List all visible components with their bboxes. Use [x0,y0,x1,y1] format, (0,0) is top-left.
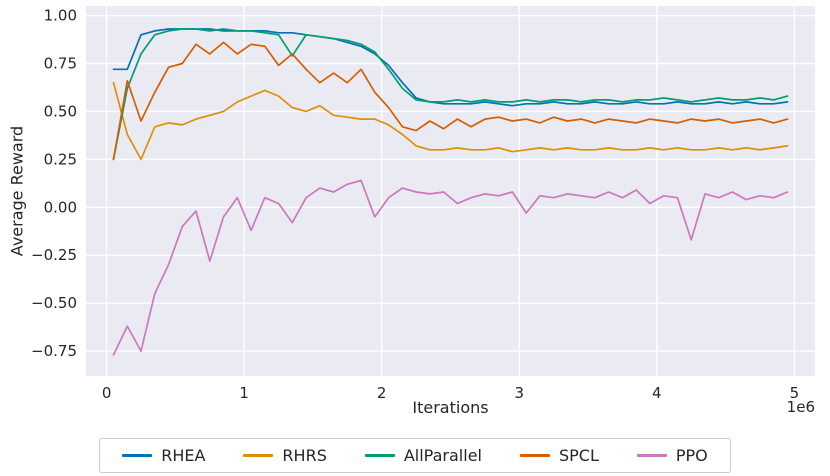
y-tick-label: −0.25 [31,246,77,264]
legend-item-spcl: SPCL [519,446,599,465]
y-tick-label: 0.00 [44,198,77,216]
x-tick-label: 4 [652,384,662,402]
y-tick-label: −0.75 [31,342,77,360]
legend-label-rhea: RHEA [161,446,206,465]
series-line-spcl [112,41,789,161]
legend-line-rhrs [243,454,274,457]
x-tick-label: 2 [377,384,387,402]
legend-item-allparallel: AllParallel [364,446,482,465]
chart-legend: RHEA RHRS AllParallel SPCL PPO [99,438,731,473]
legend-label-allparallel: AllParallel [403,446,482,465]
legend-line-ppo [636,454,667,457]
y-tick-label: 0.50 [44,102,77,120]
legend-line-rhea [122,454,153,457]
x-tick-label: 5 [790,384,800,402]
plot-area [86,6,815,376]
series-line-rhrs [112,81,789,161]
y-tick-label: −0.50 [31,294,77,312]
series-line-ppo [112,179,789,356]
line-chart: 1.00 0.75 0.50 0.25 0.00 −0.25 −0.50 −0.75 0 1 2 3 4… [31,6,815,402]
legend-item-rhrs: RHRS [243,446,327,465]
legend-line-allparallel [364,454,395,457]
y-axis-label: Average Reward [7,125,27,257]
x-axis-label: Iterations [412,398,489,417]
series-line-rhea [112,28,789,107]
x-tick-label: 3 [515,384,525,402]
legend-line-spcl [519,454,550,457]
legend-item-ppo: PPO [636,446,708,465]
legend-label-ppo: PPO [675,446,708,465]
x-axis-offset-label: 1e6 [786,398,815,416]
x-tick-label: 0 [102,384,112,402]
legend-item-rhea: RHEA [122,446,205,465]
legend-label-rhrs: RHRS [282,446,327,465]
series-line-allparallel [112,28,789,161]
y-tick-label: 1.00 [44,7,77,25]
y-tick-label: 0.75 [44,55,77,73]
legend-label-spcl: SPCL [558,446,599,465]
x-tick-label: 1 [239,384,249,402]
y-tick-label: 0.25 [44,150,77,168]
